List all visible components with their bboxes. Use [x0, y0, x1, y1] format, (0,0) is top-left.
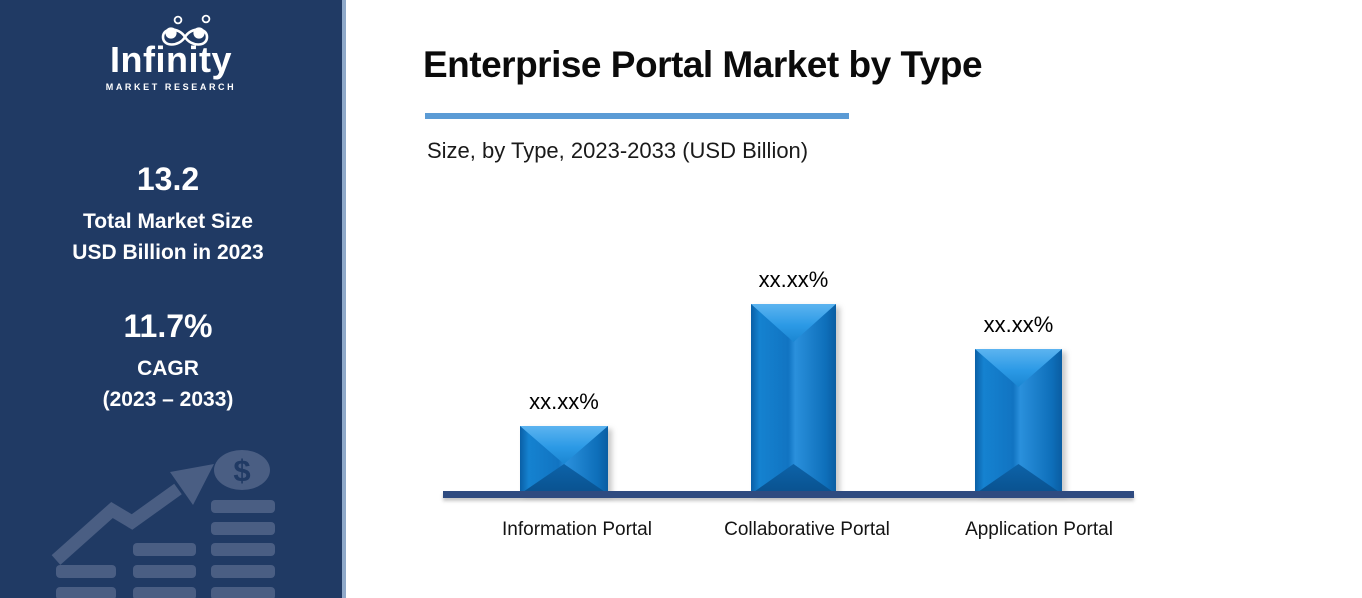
bar-value-label: xx.xx%	[758, 267, 829, 292]
category-label-information-portal: Information Portal	[502, 519, 652, 540]
infinity-logo-icon	[161, 14, 211, 46]
cagr-metric: 11.7% CAGR (2023 – 2033)	[0, 308, 336, 415]
chart-subtitle: Size, by Type, 2023-2033 (USD Billion)	[427, 138, 809, 163]
bar-application-portal: xx.xx%	[975, 312, 1062, 494]
growth-arrow-icon	[51, 464, 214, 565]
market-size-label-line1: Total Market Size	[83, 210, 253, 233]
cagr-label: CAGR	[137, 357, 199, 380]
cagr-period: (2023 – 2033)	[102, 388, 234, 411]
sidebar: Infinity MARKET RESEARCH 13.2 Total Mark…	[0, 0, 346, 598]
brand-name: Infinity	[110, 39, 232, 80]
category-label-application-portal: Application Portal	[965, 519, 1113, 540]
bar-collaborative-portal: xx.xx%	[751, 267, 836, 494]
bar-information-portal: xx.xx%	[520, 389, 608, 494]
market-size-value: 13.2	[136, 161, 200, 197]
market-size-label-line2: USD Billion in 2023	[72, 241, 264, 264]
brand-logo: Infinity MARKET RESEARCH	[0, 12, 342, 92]
svg-text:$: $	[233, 453, 250, 488]
bar-face	[751, 304, 836, 494]
total-market-size-metric: 13.2 Total Market Size USD Billion in 20…	[0, 161, 336, 268]
cagr-value: 11.7%	[123, 308, 213, 344]
x-axis-baseline	[443, 491, 1134, 498]
bar-value-label: xx.xx%	[983, 312, 1054, 337]
dollar-coin-icon: $	[214, 450, 270, 490]
page-title: Enterprise Portal Market by Type	[423, 44, 983, 85]
bar-value-label: xx.xx%	[529, 389, 599, 414]
category-label-collaborative-portal: Collaborative Portal	[724, 519, 890, 540]
bar-face	[975, 349, 1062, 494]
bar-face	[520, 426, 608, 494]
title-underline	[425, 113, 849, 119]
growth-chart-decoration: $	[51, 450, 275, 598]
brand-tagline: MARKET RESEARCH	[105, 82, 237, 92]
